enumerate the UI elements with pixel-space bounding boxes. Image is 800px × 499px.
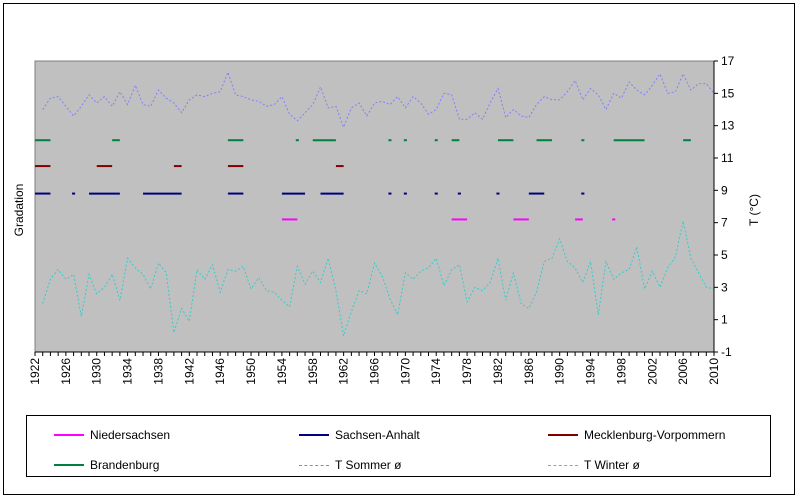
series-t-sommer-avg — [42, 70, 715, 129]
x-tick-label: 1998 — [614, 358, 628, 385]
y-tick-label: 5 — [721, 248, 728, 262]
legend-swatch-sachsen-anhalt — [299, 434, 329, 436]
x-tick-label: 1946 — [213, 358, 227, 385]
y-tick-label: 9 — [721, 183, 728, 197]
x-tick-label: 1958 — [306, 358, 320, 385]
legend-label-mecklenburg: Mecklenburg-Vorpommern — [584, 428, 726, 442]
legend-item-niedersachsen: Niedersachsen — [54, 426, 170, 444]
legend-label-niedersachsen: Niedersachsen — [90, 428, 171, 442]
legend-swatch-brandenburg — [54, 464, 84, 466]
y-tick-label: -1 — [721, 345, 732, 359]
y-tick-label: 7 — [721, 216, 728, 230]
x-tick-label: 2002 — [645, 358, 659, 385]
x-tick-label: 1974 — [429, 358, 443, 385]
x-tick-label: 1942 — [182, 358, 196, 385]
x-tick-label: 1982 — [491, 358, 505, 385]
x-tick-label: 1978 — [460, 358, 474, 385]
legend-item-sachsen-anhalt: Sachsen-Anhalt — [299, 426, 420, 444]
x-tick-label: 1934 — [121, 358, 135, 385]
plot-area — [34, 60, 715, 353]
legend-swatch-mecklenburg — [548, 434, 578, 436]
x-ticks: 1922 1926 1930 1934 1938 1942 1946 1950 1954 1958… — [28, 352, 721, 385]
legend-label-t-winter: T Winter ø — [584, 458, 640, 472]
x-tick-label: 1970 — [398, 358, 412, 385]
legend-item-t-sommer: T Sommer ø — [299, 456, 401, 474]
line-t-sommer-avg — [42, 70, 715, 129]
legend-item-brandenburg: Brandenburg — [54, 456, 159, 474]
y-axis-left-title: Gradation — [12, 184, 26, 237]
legend-label-t-sommer: T Sommer ø — [335, 458, 402, 472]
x-tick-label: 1954 — [275, 358, 289, 385]
legend-swatch-niedersachsen — [54, 434, 84, 436]
series-t-winter-avg — [42, 220, 715, 336]
y-tick-label: 1 — [721, 313, 728, 327]
legend-item-mecklenburg: Mecklenburg-Vorpommern — [548, 426, 725, 444]
legend-swatch-t-winter — [548, 464, 578, 466]
x-tick-label: 1922 — [28, 358, 42, 385]
y-tick-label: 17 — [721, 54, 735, 68]
x-tick-label: 1990 — [553, 358, 567, 385]
x-tick-label: 1930 — [90, 358, 104, 385]
legend-label-brandenburg: Brandenburg — [90, 458, 160, 472]
x-tick-label: 1966 — [368, 358, 382, 385]
x-tick-label: 1926 — [59, 358, 73, 385]
x-tick-label: 1994 — [584, 358, 598, 385]
x-tick-label: 1962 — [337, 358, 351, 385]
y-tick-label: 15 — [721, 86, 735, 100]
legend-item-t-winter: T Winter ø — [548, 456, 640, 474]
y-tick-label: 3 — [721, 280, 728, 294]
y-axis-right-title: T (°C) — [747, 194, 761, 226]
x-tick-label: 2010 — [707, 358, 721, 385]
x-tick-label: 1950 — [244, 358, 258, 385]
legend: Niedersachsen Sachsen-Anhalt Mecklenburg… — [26, 415, 771, 477]
legend-swatch-t-sommer — [299, 464, 329, 466]
x-tick-label: 1986 — [522, 358, 536, 385]
line-t-winter-avg — [42, 220, 715, 336]
x-tick-label: 2006 — [676, 358, 690, 385]
legend-label-sachsen-anhalt: Sachsen-Anhalt — [335, 428, 420, 442]
y-tick-label: 13 — [721, 119, 735, 133]
series-layer — [35, 70, 715, 336]
y-tick-label: 11 — [721, 151, 734, 165]
x-tick-label: 1938 — [151, 358, 165, 385]
